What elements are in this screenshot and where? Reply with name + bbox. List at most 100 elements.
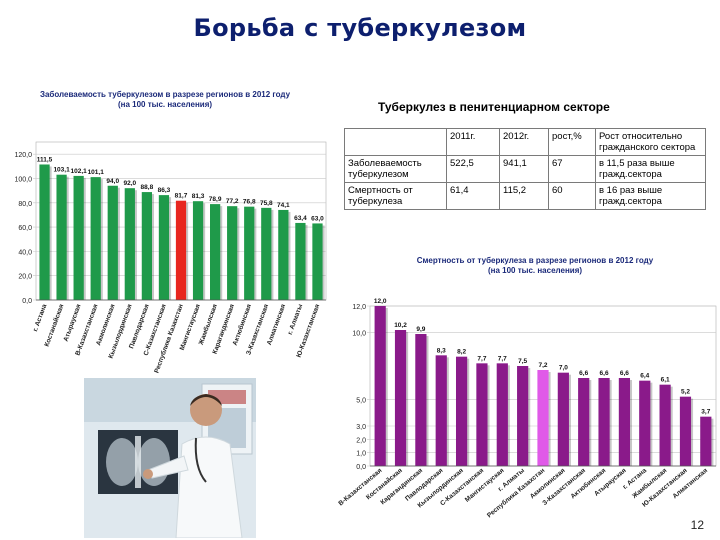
y-tick-label: 0,0 [356, 464, 366, 471]
data-label: 8,3 [437, 347, 446, 354]
data-label: 10,2 [394, 322, 407, 329]
bar [394, 330, 407, 466]
table-header-cell [344, 128, 447, 156]
chart2-subtitle: (на 100 тыс. населения) [487, 266, 583, 275]
y-tick-label: 1,0 [356, 451, 366, 458]
y-tick-label: 40,0 [18, 249, 32, 256]
bar [141, 192, 152, 300]
bar [557, 372, 569, 466]
x-tick-label: Актюбинская [569, 466, 608, 500]
table-header-cell: Рост относительно гражданского сектора [595, 128, 706, 156]
y-tick-label: 12,0 [352, 304, 366, 311]
data-label: 81,7 [175, 193, 188, 200]
bar [639, 380, 651, 466]
bar [435, 355, 447, 466]
data-label: 8,2 [457, 349, 466, 356]
bar [455, 356, 468, 466]
data-label: 74,1 [277, 202, 290, 209]
x-tick-label: г. Алматы [287, 303, 305, 336]
bar [244, 206, 255, 300]
bar [175, 200, 187, 300]
data-label: 7,5 [518, 358, 527, 365]
table-title: Туберкулез в пенитенциарном секторе [378, 100, 610, 114]
y-tick-label: 80,0 [18, 201, 32, 208]
data-label: 86,3 [158, 187, 171, 194]
table-cell: 61,4 [446, 182, 500, 210]
data-label: 12,0 [374, 298, 387, 305]
bar [210, 204, 221, 300]
data-label: 94,0 [106, 178, 119, 185]
bar [90, 177, 101, 300]
data-label: 102,1 [71, 168, 88, 175]
table-header-row: 2011г. 2012г. рост,% Рост относительно г… [344, 128, 706, 156]
bar [73, 175, 84, 300]
data-label: 6,6 [600, 370, 609, 377]
data-label: 5,2 [681, 389, 690, 396]
chart2-title: Смертность от туберкулеза в разрезе реги… [416, 256, 654, 265]
y-tick-label: 120,0 [14, 152, 32, 159]
data-label: 9,9 [416, 326, 425, 333]
y-tick-label: 5,0 [356, 397, 366, 404]
data-label: 6,4 [640, 373, 649, 380]
table-cell: Заболеваемость туберкулезом [344, 155, 447, 183]
y-tick-label: 10,0 [352, 331, 366, 338]
mortality-chart: 0,01,02,03,05,010,012,012,0В-Казахстанск… [337, 298, 717, 519]
data-label: 77,2 [226, 198, 239, 205]
data-label: 3,7 [701, 409, 710, 416]
bar [374, 306, 386, 466]
table-cell: 67 [548, 155, 596, 183]
table-cell: 60 [548, 182, 596, 210]
bar [537, 370, 549, 466]
table-header-cell: 2011г. [446, 128, 500, 156]
table-cell: в 11,5 раза выше гражд.сектора [595, 155, 706, 183]
data-label: 7,7 [498, 355, 507, 362]
data-label: 7,7 [477, 355, 486, 362]
x-tick-label: Алматинская [266, 303, 287, 346]
data-label: 101,1 [88, 169, 105, 176]
data-label: 81,3 [192, 193, 205, 200]
data-label: 92,0 [123, 180, 136, 187]
page-number: 12 [690, 518, 704, 532]
y-tick-label: 60,0 [18, 225, 32, 232]
data-label: 63,0 [311, 215, 324, 222]
x-tick-label: г. Астана [32, 303, 48, 333]
table-cell: 941,1 [499, 155, 549, 183]
bar [278, 209, 289, 300]
data-label: 78,9 [209, 196, 222, 203]
bar [578, 378, 590, 466]
table-row: Смертность от туберкулеза 61,4 115,2 60 … [344, 182, 706, 210]
bar [312, 223, 323, 300]
bar [517, 366, 529, 466]
prison-tb-table: 2011г. 2012г. рост,% Рост относительно г… [344, 128, 706, 210]
bar [618, 378, 631, 466]
bar [39, 164, 50, 300]
data-label: 6,6 [579, 370, 588, 377]
bar [295, 222, 306, 300]
y-tick-label: 3,0 [356, 424, 366, 431]
bar [227, 206, 238, 300]
data-label: 6,1 [661, 377, 670, 384]
chart1-subtitle: (на 100 тыс. населения) [117, 100, 213, 109]
bar [496, 363, 508, 466]
chart1-title-block: Заболеваемость туберкулезом в разрезе ре… [30, 90, 300, 110]
table-cell: 115,2 [499, 182, 549, 210]
bar [598, 378, 610, 466]
bar [192, 201, 204, 300]
data-label: 76,8 [243, 199, 256, 206]
data-label: 75,8 [260, 200, 273, 207]
bar [415, 334, 427, 466]
bar [261, 207, 272, 300]
chart1-title: Заболеваемость туберкулезом в разрезе ре… [39, 90, 291, 99]
bar [700, 416, 712, 466]
bar [56, 174, 67, 300]
y-tick-label: 20,0 [18, 274, 32, 281]
data-label: 88,8 [141, 184, 154, 191]
y-tick-label: 100,0 [14, 176, 32, 183]
data-label: 111,5 [37, 156, 53, 163]
bar [476, 363, 488, 466]
chart2-title-block: Смертность от туберкулеза в разрезе реги… [370, 256, 700, 276]
data-label: 103,1 [53, 167, 70, 174]
table-cell: Смертность от туберкулеза [344, 182, 447, 210]
table-header-cell: рост,% [548, 128, 596, 156]
table-cell: в 16 раз выше гражд.сектора [595, 182, 706, 210]
